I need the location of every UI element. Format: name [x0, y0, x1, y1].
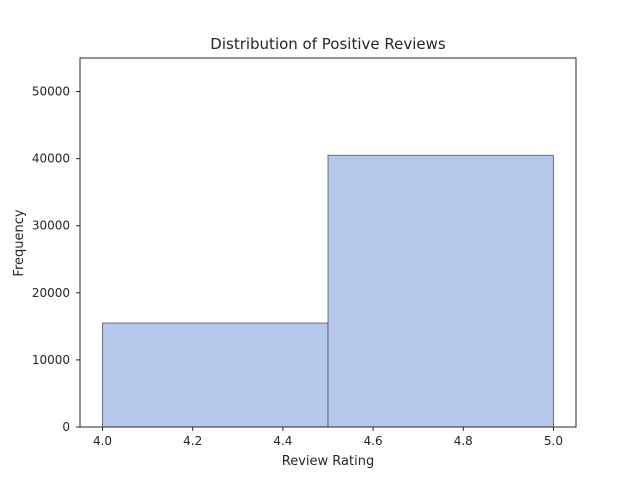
y-tick-label: 30000	[32, 219, 70, 233]
y-tick-label: 0	[62, 420, 70, 434]
y-axis-label: Frequency	[12, 209, 27, 276]
y-tick-label: 40000	[32, 152, 70, 166]
x-tick-label: 5.0	[544, 434, 563, 448]
x-tick-label: 4.4	[273, 434, 292, 448]
x-tick-label: 4.6	[364, 434, 383, 448]
y-tick-label: 20000	[32, 286, 70, 300]
y-axis-ticks: 0 10000 20000 30000 40000 50000	[32, 85, 80, 434]
bars-layer	[102, 154, 554, 428]
histogram-bar-1	[102, 322, 329, 428]
x-axis-label: Review Rating	[282, 454, 374, 469]
x-tick-label: 4.2	[183, 434, 202, 448]
chart-title: Distribution of Positive Reviews	[210, 35, 446, 53]
histogram-bar-2	[327, 154, 554, 428]
y-tick-label: 50000	[32, 85, 70, 99]
x-tick-label: 4.8	[454, 434, 473, 448]
x-tick-label: 4.0	[93, 434, 112, 448]
y-tick-label: 10000	[32, 353, 70, 367]
x-axis-ticks: 4.0 4.2 4.4 4.6 4.8 5.0	[93, 427, 563, 448]
plot-frame	[79, 57, 577, 428]
